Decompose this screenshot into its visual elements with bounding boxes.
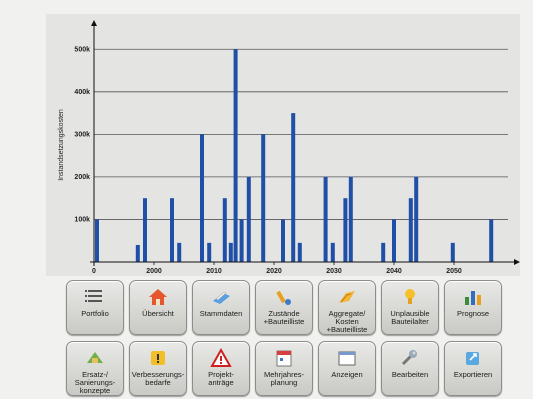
toolbar-button-label: Ersatz-/ Sanierungs- konzepte xyxy=(74,370,116,395)
mehrjahres-planung-button[interactable]: Mehrjahres- planung xyxy=(255,341,313,396)
toolbar-button-label: Prognose xyxy=(456,309,490,318)
toolbar-button-label: Anzeigen xyxy=(331,370,363,379)
window-icon xyxy=(338,351,356,366)
bar xyxy=(381,242,386,262)
anzeigen-button[interactable]: Anzeigen xyxy=(318,341,376,396)
bar xyxy=(143,198,147,262)
y-axis-title: Instandsetzungskosten xyxy=(58,109,65,181)
master-data-icon xyxy=(213,291,230,304)
toolbar-button-label: Mehrjahres- planung xyxy=(263,370,304,387)
bar xyxy=(246,176,251,262)
toolbar-row-2: Ersatz-/ Sanierungs- konzepte Verbesserun… xyxy=(66,341,502,396)
bar-chart-icon xyxy=(465,291,481,305)
bar xyxy=(323,176,328,262)
x-tick-label: 2040 xyxy=(386,268,402,275)
bar xyxy=(392,219,396,262)
toolbar-button-label: Bearbeiten xyxy=(391,370,429,379)
calendar-icon xyxy=(276,350,292,367)
bar xyxy=(200,134,204,262)
verbesserungs-bedarfe-button[interactable]: Verbesserungs- bedarfe xyxy=(129,341,187,396)
bar xyxy=(233,49,238,262)
bar xyxy=(450,242,455,262)
bar xyxy=(348,176,353,262)
unplausible-bauteilalter-button[interactable]: Unplausible Bauteilalter xyxy=(381,280,439,335)
prognose-button[interactable]: Prognose xyxy=(444,280,502,335)
ersatz-sanierungs-konzepte-button[interactable]: Ersatz-/ Sanierungs- konzepte xyxy=(66,341,124,396)
condition-icon xyxy=(276,290,291,305)
bar xyxy=(489,219,494,262)
cost-bar-chart: 100k 200k 300k 400k 500k 0 2000 2010 2020 2030 204… xyxy=(58,20,520,275)
übersicht-button[interactable]: Übersicht xyxy=(129,280,187,335)
toolbar-button-label: Exportieren xyxy=(453,370,493,379)
list-icon xyxy=(85,290,102,302)
portfolio-button[interactable]: Portfolio xyxy=(66,280,124,335)
bar xyxy=(228,242,233,262)
y-tick-label: 500k xyxy=(74,46,90,53)
export-icon xyxy=(466,352,479,365)
chart-panel: 100k 200k 300k 400k 500k 0 2000 2010 2020 2030 204… xyxy=(46,14,520,276)
bearbeiten-button[interactable]: Bearbeiten xyxy=(381,341,439,396)
bar xyxy=(330,242,335,262)
bar xyxy=(222,198,227,262)
zustände-bauteilliste-button[interactable]: Zustände +Bauteilliste xyxy=(255,280,313,335)
toolbar-button-label: Verbesserungs- bedarfe xyxy=(131,370,185,387)
y-tick-label: 100k xyxy=(74,216,90,223)
x-tick-label: 2030 xyxy=(326,268,342,275)
bar xyxy=(261,134,266,262)
improvement-icon xyxy=(151,351,165,365)
toolbar-button-label: Unplausible Bauteilalter xyxy=(390,309,430,326)
toolbar-button-label: Aggregate/ Kosten +Bauteilliste xyxy=(326,309,368,334)
warning-lamp-icon xyxy=(405,289,415,304)
toolbar-button-label: Portfolio xyxy=(81,309,109,318)
bar xyxy=(95,219,99,262)
bar xyxy=(414,176,419,262)
stammdaten-button[interactable]: Stammdaten xyxy=(192,280,250,335)
bar xyxy=(239,219,244,262)
x-tick-label: 2050 xyxy=(446,268,462,275)
x-tick-label: 2010 xyxy=(206,268,222,275)
wrench-icon xyxy=(401,350,417,366)
bar xyxy=(207,242,212,262)
bar xyxy=(170,198,174,262)
toolbar-button-label: Zustände +Bauteilliste xyxy=(263,309,305,326)
y-tick-label: 400k xyxy=(74,89,90,96)
x-axis-arrow xyxy=(514,259,520,265)
y-tick-label: 300k xyxy=(74,131,90,138)
y-tick-label: 200k xyxy=(74,174,90,181)
toolbar-row-1: Portfolio Übersicht Stammdaten Zustände +Ba… xyxy=(66,280,502,335)
projekt-anträge-button[interactable]: Projekt- anträge xyxy=(192,341,250,396)
bar xyxy=(281,219,285,262)
bar xyxy=(408,198,413,262)
toolbar-button-label: Übersicht xyxy=(142,309,174,318)
x-tick-label: 2000 xyxy=(146,268,162,275)
bar xyxy=(135,244,140,262)
aggregate-kosten-bauteilliste-button[interactable]: Aggregate/ Kosten +Bauteilliste xyxy=(318,280,376,335)
concept-icon xyxy=(87,352,103,363)
x-tick-label: 2020 xyxy=(266,268,282,275)
y-axis-arrow xyxy=(91,20,97,26)
bar xyxy=(291,113,296,262)
toolbar-button-label: Projekt- anträge xyxy=(208,370,234,387)
bar xyxy=(297,242,302,262)
cost-icon xyxy=(339,291,355,303)
bar xyxy=(343,198,348,262)
alert-triangle-icon xyxy=(210,348,232,367)
x-tick-label: 0 xyxy=(92,268,96,275)
exportieren-button[interactable]: Exportieren xyxy=(444,341,502,396)
toolbar-button-label: Stammdaten xyxy=(199,309,243,318)
bar xyxy=(177,242,182,262)
house-icon xyxy=(149,289,167,305)
